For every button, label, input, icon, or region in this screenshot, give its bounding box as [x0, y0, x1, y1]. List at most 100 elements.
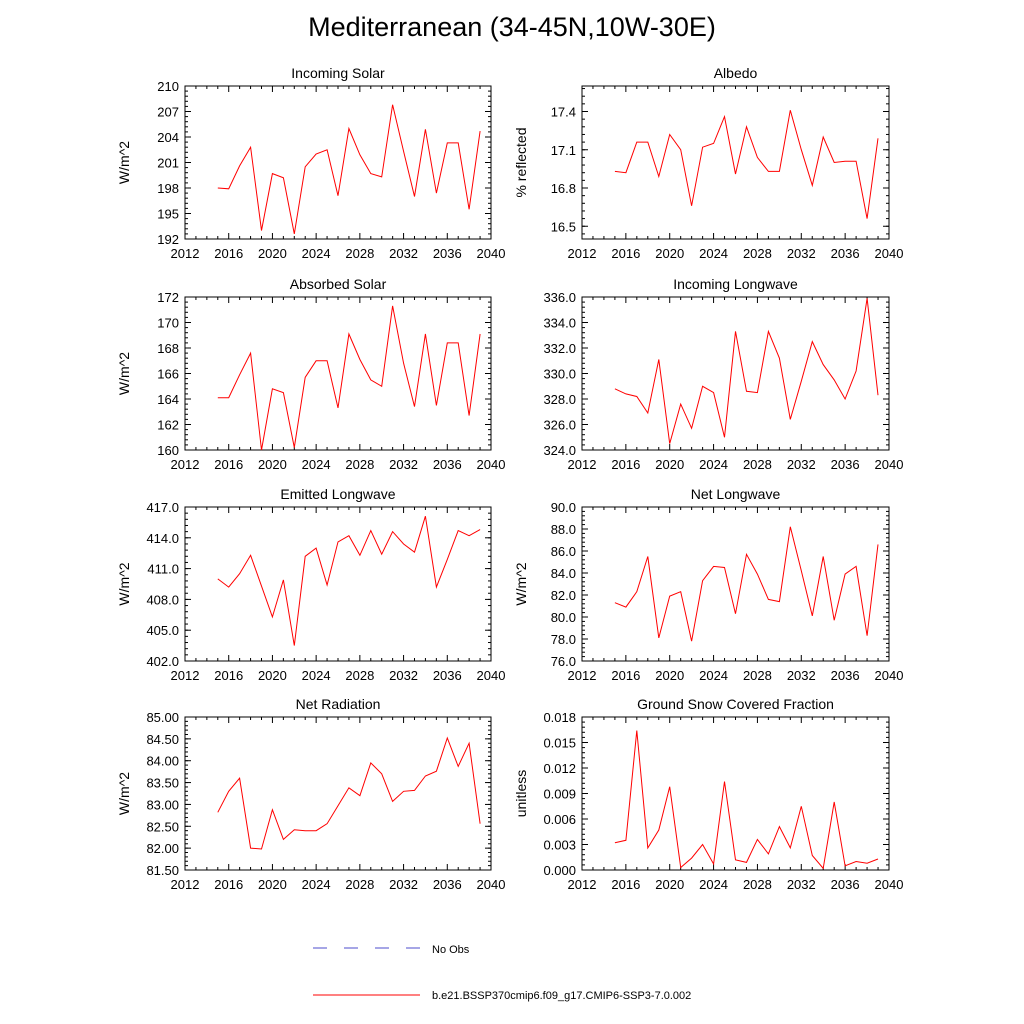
chart-title: Incoming Longwave [673, 276, 798, 292]
series-line-1 [217, 305, 481, 451]
y-tick-label: 17.1 [551, 143, 576, 158]
y-tick-label: 85.00 [146, 710, 179, 725]
x-tick-label: 2028 [345, 246, 374, 261]
series-line-1 [614, 526, 879, 642]
chart-title: Absorbed Solar [290, 276, 387, 292]
x-tick-label: 2024 [302, 457, 331, 472]
x-tick-label: 2032 [787, 668, 816, 683]
y-tick-label: 81.50 [146, 863, 179, 878]
x-tick-label: 2032 [787, 457, 816, 472]
x-tick-label: 2016 [214, 668, 243, 683]
y-tick-label: 330.0 [543, 367, 576, 382]
series-line-1 [614, 298, 879, 444]
plot-frame [581, 85, 890, 240]
x-tick-label: 2040 [477, 668, 506, 683]
chart-title: Net Longwave [691, 486, 781, 502]
x-tick-label: 2012 [171, 877, 200, 892]
chart-panel-8: Ground Snow Covered Fraction 2012 2016 2020… [513, 696, 903, 892]
y-tick-label: 83.50 [146, 776, 179, 791]
x-tick-label: 2036 [433, 457, 462, 472]
x-tick-label: 2012 [568, 877, 597, 892]
y-tick-label: 411.0 [147, 562, 179, 577]
x-tick-label: 2016 [611, 457, 640, 472]
plot-frame [184, 716, 492, 871]
y-tick-label: 82.50 [146, 819, 179, 834]
y-tick-label: 324.0 [543, 443, 576, 458]
x-tick-label: 2020 [655, 877, 684, 892]
y-tick-label: 78.0 [551, 632, 576, 647]
x-tick-label: 2016 [611, 668, 640, 683]
x-tick-label: 2040 [875, 877, 904, 892]
x-tick-label: 2036 [433, 877, 462, 892]
y-tick-label: 90.0 [551, 500, 576, 515]
x-tick-label: 2036 [831, 457, 860, 472]
x-tick-label: 2020 [258, 246, 287, 261]
y-axis-label: unitless [513, 770, 529, 817]
y-tick-label: 170 [157, 316, 179, 331]
x-tick-label: 2028 [743, 246, 772, 261]
chart-panel-5: Emitted Longwave 2012 2016 2020 2024 2028 2032… [116, 486, 505, 683]
y-tick-label: 17.4 [551, 105, 576, 120]
y-tick-label: 0.012 [543, 761, 576, 776]
y-tick-label: 334.0 [543, 316, 576, 331]
plot-frame [184, 85, 492, 240]
x-tick-label: 2020 [258, 668, 287, 683]
chart-panel-7: Net Radiation 2012 2016 2020 2024 2028 2032 203… [116, 696, 505, 892]
chart-title: Emitted Longwave [280, 486, 395, 502]
plot-frame [581, 296, 890, 451]
series-line-1 [217, 104, 481, 234]
y-axis-label: W/m^2 [116, 352, 132, 395]
page-title: Mediterranean (34-45N,10W-30E) [308, 12, 716, 42]
chart-panel-1: Incoming Solar 2012 2016 2020 2024 2028 2032 20… [116, 65, 505, 261]
series-line-1 [614, 730, 879, 870]
x-tick-label: 2028 [345, 877, 374, 892]
y-tick-label: 86.0 [551, 544, 576, 559]
y-tick-label: 0.003 [543, 838, 576, 853]
y-axis-label: W/m^2 [513, 562, 529, 605]
x-tick-label: 2032 [389, 668, 418, 683]
x-tick-label: 2016 [611, 246, 640, 261]
x-tick-label: 2020 [258, 877, 287, 892]
y-tick-label: 82.00 [146, 841, 179, 856]
x-tick-label: 2012 [568, 246, 597, 261]
chart-title: Incoming Solar [291, 65, 385, 81]
x-tick-label: 2016 [214, 877, 243, 892]
x-tick-label: 2028 [345, 668, 374, 683]
chart-title: Ground Snow Covered Fraction [637, 696, 834, 712]
y-axis-label: W/m^2 [116, 562, 132, 605]
chart-panel-4: Incoming Longwave 2012 2016 2020 2024 2028 203… [543, 276, 903, 472]
y-tick-label: 198 [157, 181, 179, 196]
x-tick-label: 2032 [389, 457, 418, 472]
x-tick-label: 2036 [831, 668, 860, 683]
x-tick-label: 2020 [258, 457, 287, 472]
y-tick-label: 0.009 [543, 787, 576, 802]
y-tick-label: 84.00 [146, 754, 179, 769]
y-tick-label: 201 [157, 156, 179, 171]
y-tick-label: 83.00 [146, 797, 179, 812]
x-tick-label: 2040 [875, 457, 904, 472]
series-line-1 [217, 736, 481, 850]
y-tick-label: 80.0 [551, 610, 576, 625]
x-tick-label: 2024 [699, 457, 728, 472]
y-tick-label: 328.0 [543, 392, 576, 407]
y-tick-label: 166 [157, 367, 179, 382]
x-tick-label: 2040 [477, 877, 506, 892]
x-tick-label: 2036 [831, 246, 860, 261]
y-tick-label: 0.006 [543, 812, 576, 827]
y-tick-label: 405.0 [146, 623, 179, 638]
y-tick-label: 84.0 [551, 566, 576, 581]
x-tick-label: 2032 [787, 246, 816, 261]
chart-panel-2: Albedo 2012 2016 2020 2024 2028 2032 2036 2040 16… [513, 65, 903, 261]
x-tick-label: 2036 [831, 877, 860, 892]
y-axis-label: W/m^2 [116, 772, 132, 815]
x-tick-label: 2020 [655, 246, 684, 261]
x-tick-label: 2040 [477, 457, 506, 472]
x-tick-label: 2032 [787, 877, 816, 892]
chart-title: Albedo [714, 65, 758, 81]
y-tick-label: 326.0 [543, 418, 576, 433]
plot-frame [581, 716, 890, 871]
y-tick-label: 0.015 [543, 736, 576, 751]
y-tick-label: 168 [157, 341, 179, 356]
x-tick-label: 2036 [433, 668, 462, 683]
